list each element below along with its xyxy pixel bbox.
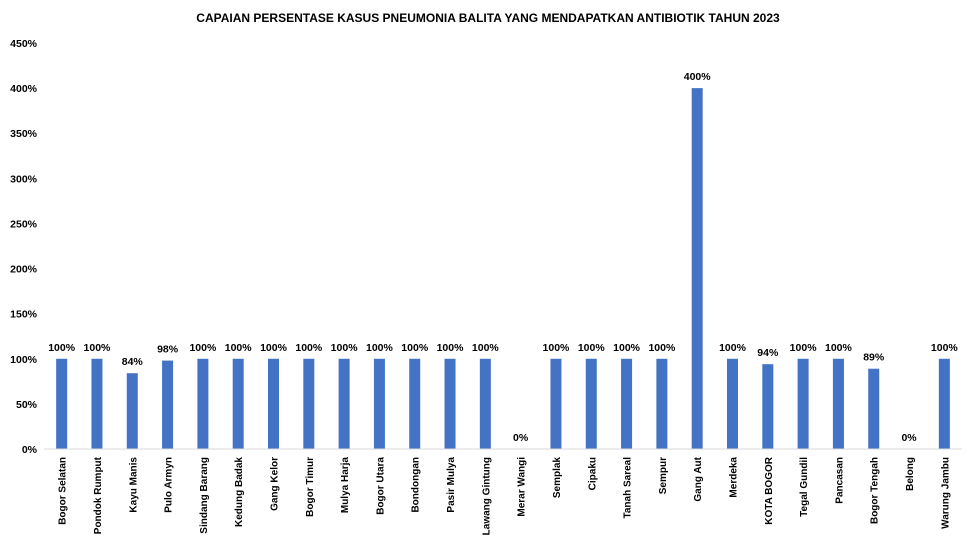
bar — [797, 358, 809, 449]
x-tick-label: Lawang Gintung — [481, 457, 492, 535]
x-tick-label: Pancasan — [834, 457, 845, 504]
x-tick-label: Pondok Rumput — [93, 456, 104, 534]
bar — [268, 358, 279, 449]
data-label: 100% — [613, 342, 641, 354]
data-label: 100% — [648, 342, 676, 354]
x-tick-label: Pulo Armyn — [164, 457, 175, 513]
y-tick-label: 250% — [10, 218, 38, 230]
y-tick-label: 100% — [10, 354, 38, 366]
x-tick-label: KOTA BOGOR — [764, 456, 775, 525]
data-label: 100% — [225, 342, 253, 354]
data-label: 100% — [825, 342, 853, 354]
x-tick-label: Cipaku — [587, 457, 598, 490]
bar — [832, 358, 844, 449]
data-label: 400% — [684, 71, 712, 83]
bar — [126, 373, 138, 449]
data-label: 84% — [122, 356, 144, 368]
data-label: 100% — [931, 342, 959, 354]
x-tick-label: Merdeka — [729, 457, 740, 498]
bar — [232, 358, 244, 449]
y-tick-label: 450% — [10, 38, 38, 50]
data-label: 100% — [260, 342, 288, 354]
bar — [197, 358, 209, 449]
data-label: 100% — [543, 342, 571, 354]
bar — [373, 358, 385, 449]
x-tick-label: Bogor Timur — [305, 457, 316, 517]
data-label: 0% — [901, 432, 917, 444]
x-tick-label: Belong — [905, 457, 916, 491]
data-label: 100% — [401, 342, 429, 354]
data-label: 100% — [472, 342, 500, 354]
data-label: 0% — [513, 432, 529, 444]
bar — [409, 358, 421, 449]
bar — [162, 360, 174, 449]
bar — [585, 358, 597, 449]
x-tick-label: Merar Wangi — [517, 457, 528, 517]
bar — [56, 358, 68, 449]
data-label: 100% — [84, 342, 112, 354]
y-tick-label: 300% — [10, 173, 38, 185]
data-label: 89% — [863, 352, 885, 364]
data-label: 100% — [437, 342, 465, 354]
y-tick-label: 150% — [10, 309, 38, 321]
bar — [762, 364, 774, 449]
data-label: 100% — [719, 342, 747, 354]
x-tick-label: Bogor Utara — [375, 457, 386, 515]
x-tick-label: Gang Kelor — [270, 457, 281, 511]
bars-group — [56, 88, 950, 449]
data-label: 100% — [331, 342, 359, 354]
data-label: 100% — [295, 342, 323, 354]
bar — [444, 358, 456, 449]
x-tick-label: Sindang Barang — [199, 457, 210, 534]
bar — [91, 358, 103, 449]
x-axis: Bogor Selatan Pondok Rumput Kayu Manis Pulo… — [44, 448, 962, 535]
bar — [621, 358, 633, 449]
y-tick-label: 400% — [10, 83, 38, 95]
data-labels-group: 100% 100% 84% 98% 100% 100% 100% 100% 100% 100% 10… — [48, 71, 958, 444]
bar — [656, 358, 668, 449]
data-label: 94% — [757, 347, 779, 359]
data-label: 100% — [366, 342, 394, 354]
x-tick-label: Sempur — [658, 457, 669, 494]
bar — [303, 358, 315, 449]
data-label: 100% — [189, 342, 217, 354]
bar — [691, 88, 703, 449]
bar — [550, 358, 562, 449]
y-tick-label: 50% — [16, 399, 38, 411]
x-tick-label: Bondongan — [411, 457, 422, 513]
x-tick-label: Tanah Sareal — [623, 457, 634, 519]
chart-title: CAPAIAN PERSENTASE KASUS PNEUMONIA BALIT… — [196, 11, 780, 25]
bar — [868, 368, 880, 449]
y-tick-label: 350% — [10, 128, 38, 140]
x-tick-label: Tegal Gundil — [799, 457, 810, 517]
x-tick-label: Bogor Selatan — [58, 457, 69, 525]
x-tick-label: Gang Aut — [693, 456, 704, 501]
bar — [938, 358, 950, 449]
bar — [338, 358, 350, 449]
data-label: 100% — [48, 342, 76, 354]
y-tick-label: 200% — [10, 264, 38, 276]
data-label: 100% — [578, 342, 606, 354]
x-tick-label: Mulya Harja — [340, 457, 351, 514]
x-tick-label: Semplak — [552, 457, 563, 499]
x-tick-label: Kayu Manis — [128, 457, 139, 513]
data-label: 100% — [790, 342, 818, 354]
bar — [479, 358, 491, 449]
bar — [727, 358, 738, 449]
data-label: 98% — [157, 344, 179, 356]
x-tick-label: Bogor Tengah — [870, 457, 881, 524]
y-axis: 0% 50% 100% 150% 200% 250% 300% 350% 400% 450% — [10, 38, 38, 456]
x-tick-label: Kedung Badak — [234, 457, 245, 527]
y-tick-label: 0% — [22, 444, 38, 456]
x-tick-label: Pasir Mulya — [446, 457, 457, 513]
x-tick-label: Warung Jambu — [940, 457, 951, 529]
